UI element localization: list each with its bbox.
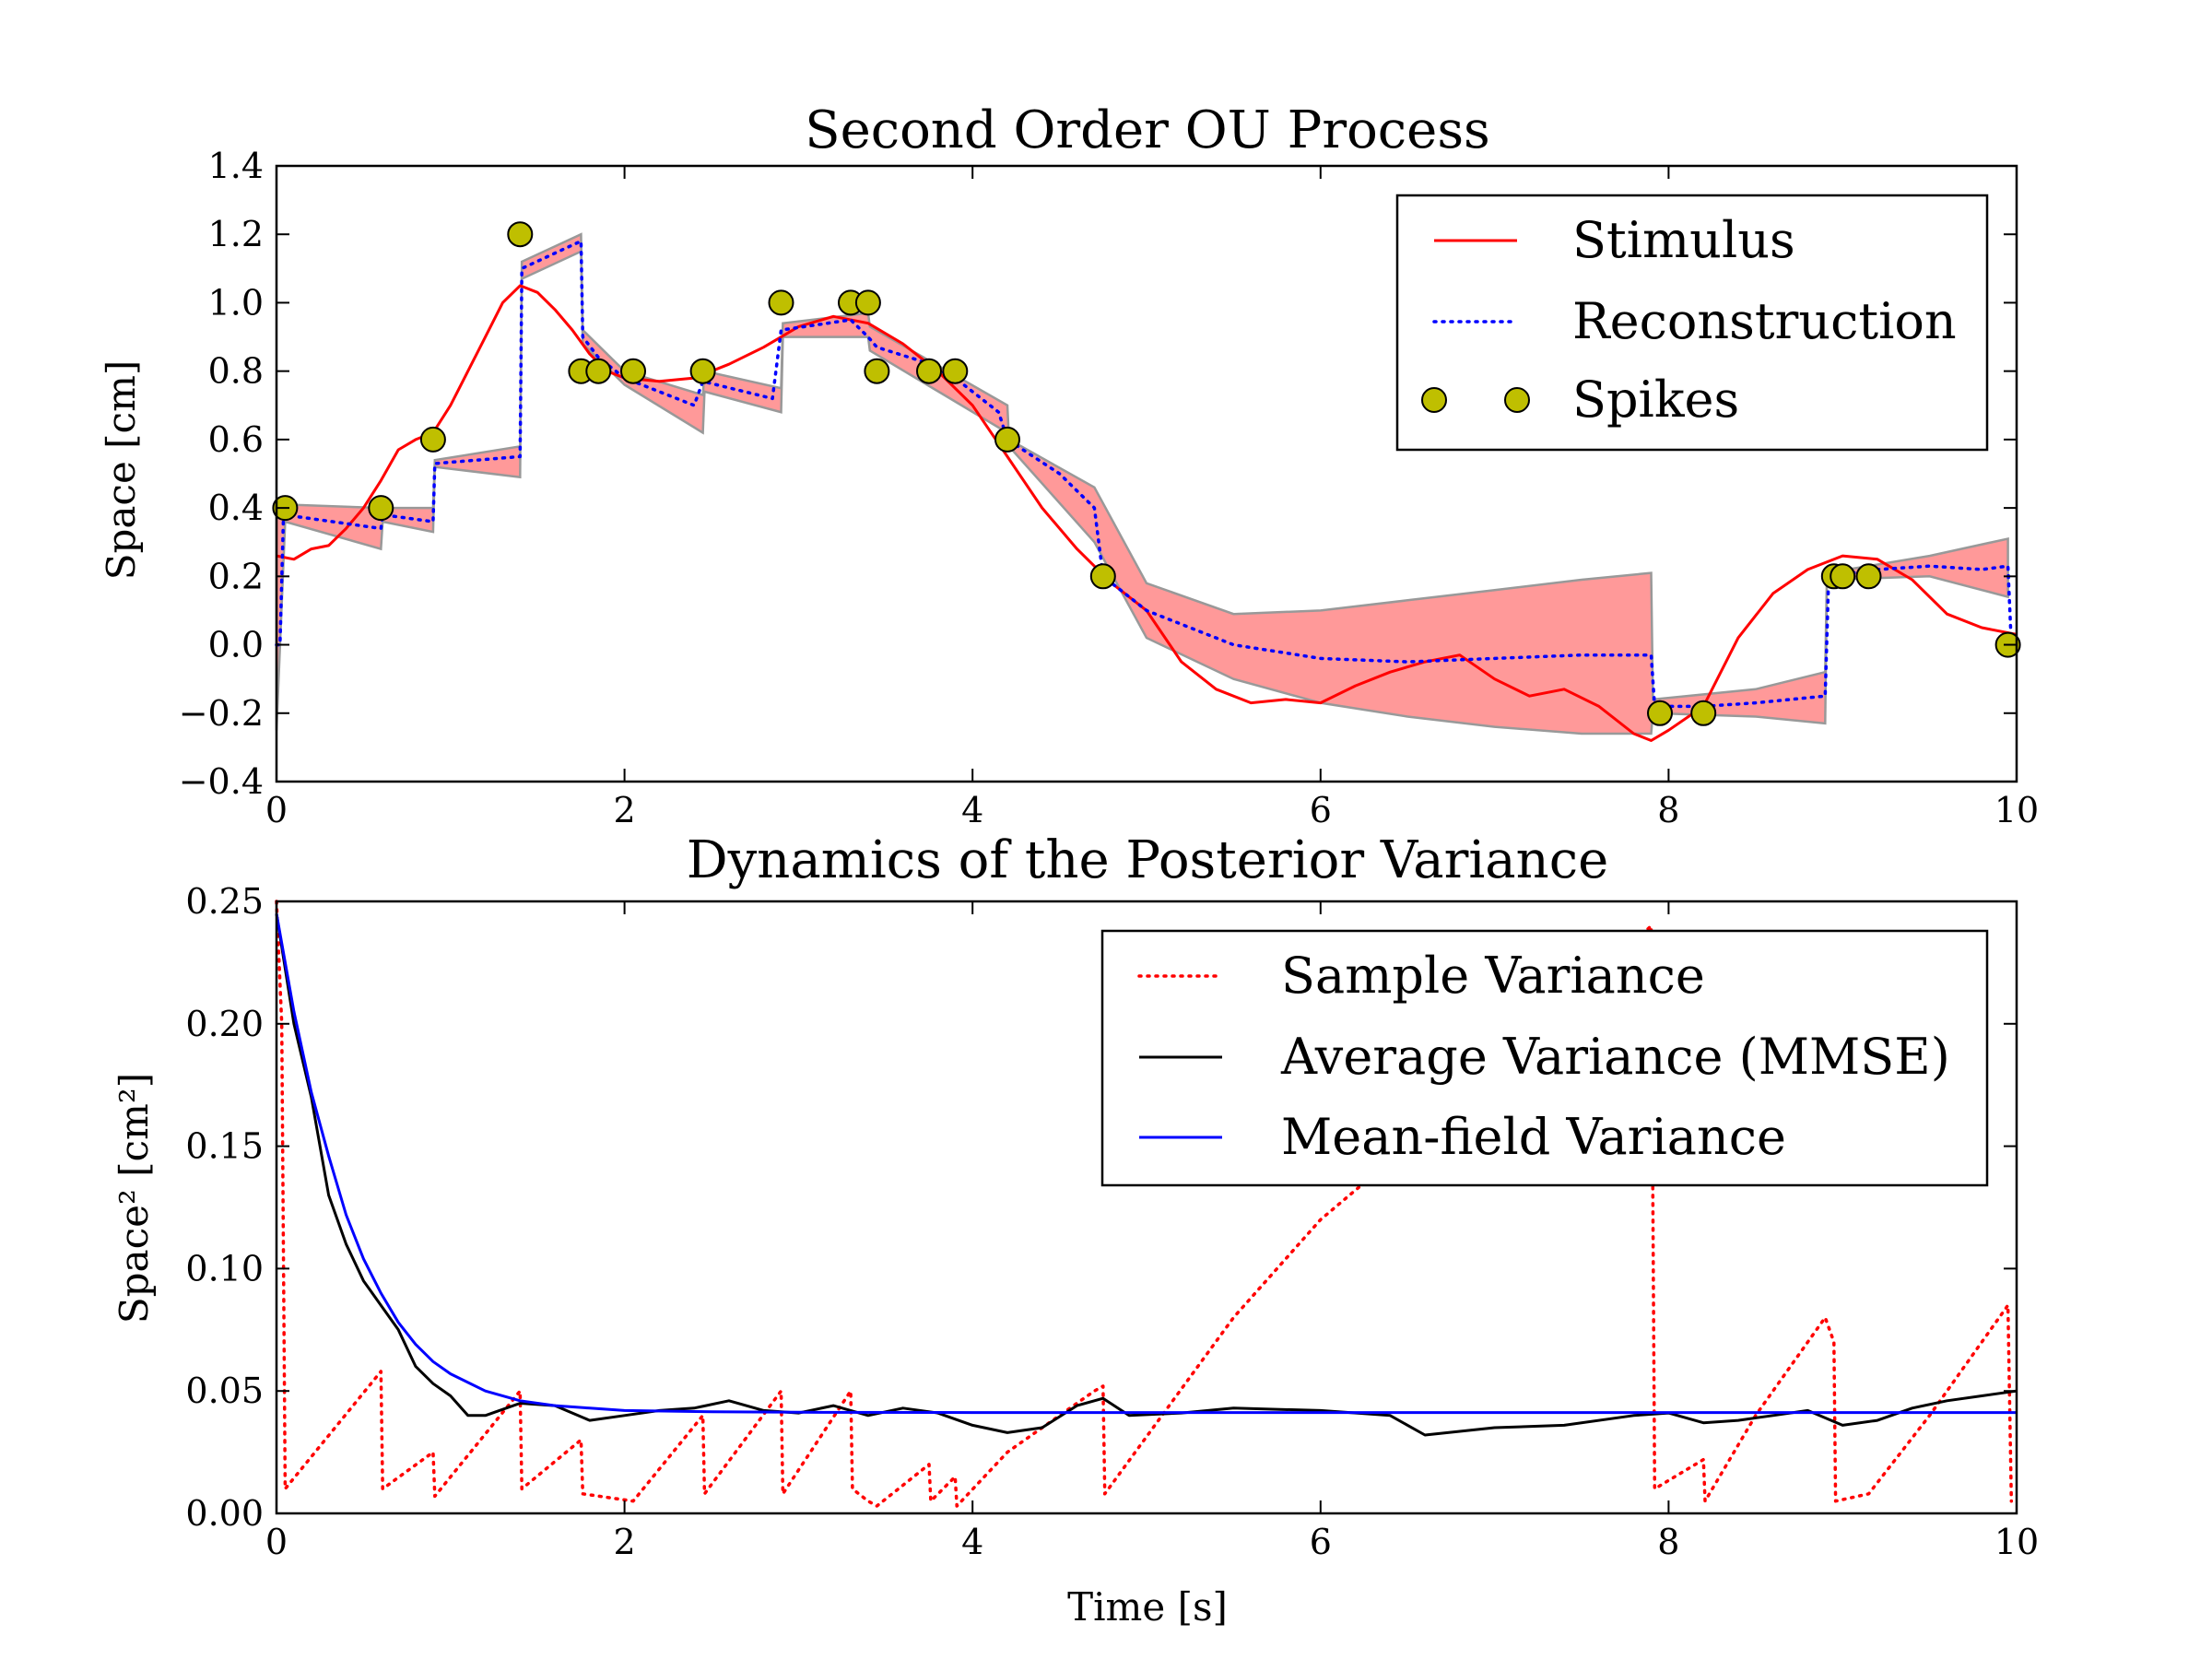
legend-sample-variance-label: Sample Variance	[1281, 947, 1705, 1005]
y-tick-label: 1.2	[208, 214, 264, 254]
spike-marker	[994, 426, 1020, 453]
y-tick-label: 0.10	[185, 1248, 264, 1288]
top-legend-box	[1395, 194, 1989, 452]
top-chart-title: Second Order OU Process	[805, 100, 1490, 160]
spike-marker	[368, 495, 394, 522]
legend-spikes-marker-2	[1504, 387, 1530, 413]
legend-spikes-marker-1	[1421, 387, 1447, 413]
x-tick-label: 8	[1657, 790, 1679, 830]
spike-marker	[1647, 700, 1673, 726]
bottom-legend: Sample Variance Average Variance (MMSE) …	[1100, 929, 1989, 1187]
spike-marker	[620, 358, 646, 384]
y-tick-label: −0.2	[179, 693, 264, 734]
y-tick-label: 0.2	[208, 556, 264, 596]
bottom-plot-area	[275, 900, 2018, 1508]
legend-reconstruction-label: Reconstruction	[1572, 292, 1957, 350]
bottom-y-axis-label: Space² [cm²]	[112, 1073, 157, 1324]
spike-marker	[585, 358, 612, 384]
top-legend: Stimulus Reconstruction Spikes	[1395, 194, 1989, 452]
bottom-plot-frame	[275, 900, 2018, 1515]
spike-marker	[1089, 563, 1116, 590]
x-tick-label: 4	[961, 1522, 983, 1562]
x-tick-label: 10	[1994, 1522, 2039, 1562]
y-tick-label: 0.8	[208, 351, 264, 392]
x-tick-label: 10	[1994, 790, 2039, 830]
top-panel: Second Order OU Process Space [cm] 0 2 4 6 8…	[99, 100, 2039, 830]
y-tick-label: 0.15	[185, 1126, 264, 1167]
x-tick-label: 2	[614, 1522, 636, 1562]
y-tick-label: 0.05	[185, 1371, 264, 1411]
top-plot-frame	[275, 164, 2018, 783]
x-tick-label: 0	[265, 1522, 288, 1562]
y-tick-label: 0.20	[185, 1004, 264, 1044]
stimulus-line	[276, 284, 2018, 742]
legend-average-variance-label: Average Variance (MMSE)	[1280, 1028, 1950, 1086]
spike-marker	[1690, 700, 1717, 726]
legend-stimulus-label: Stimulus	[1572, 211, 1795, 269]
spike-marker	[1855, 563, 1882, 590]
bottom-ticks: 0 2 4 6 8 10 0.00 0.05 0.10 0.15 0.20 0.25	[185, 881, 2039, 1562]
x-tick-label: 6	[1310, 1522, 1332, 1562]
y-tick-label: 0.4	[208, 488, 264, 528]
top-ticks: 0 2 4 6 8 10 −0.4 −0.2 0.0 0.2 0.4 0.6 0.8 1.0 1.2 1.4	[179, 146, 2039, 830]
spike-marker	[1830, 563, 1856, 590]
spike-marker	[854, 289, 881, 316]
y-tick-label: 0.0	[208, 625, 264, 665]
bottom-legend-box	[1100, 929, 1989, 1187]
legend-mean-field-variance-label: Mean-field Variance	[1281, 1108, 1786, 1166]
y-tick-label: 0.25	[185, 881, 264, 922]
y-tick-label: 0.6	[208, 419, 264, 460]
x-tick-label: 8	[1657, 1522, 1679, 1562]
bottom-panel: Dynamics of the Posterior Variance Time …	[112, 830, 2039, 1630]
spike-marker	[916, 358, 942, 384]
x-tick-label: 4	[961, 790, 983, 830]
spike-marker	[507, 221, 534, 248]
legend-spikes-label: Spikes	[1572, 371, 1739, 429]
reconstruction-line	[275, 239, 2014, 709]
spike-marker	[419, 426, 446, 453]
spike-marker	[864, 358, 890, 384]
y-tick-label: 0.00	[185, 1493, 264, 1534]
x-tick-label: 0	[265, 790, 288, 830]
bottom-x-axis-label: Time [s]	[1067, 1584, 1228, 1630]
x-tick-label: 2	[614, 790, 636, 830]
y-tick-label: −0.4	[179, 761, 264, 802]
posterior-band	[275, 232, 2009, 735]
spike-marker	[689, 358, 716, 384]
mean-field-variance-line	[275, 913, 2017, 1415]
sample-variance-line	[275, 900, 2014, 1508]
y-tick-label: 1.4	[208, 146, 264, 186]
bottom-chart-title: Dynamics of the Posterior Variance	[687, 830, 1608, 890]
spike-marker	[942, 358, 969, 384]
x-tick-label: 6	[1310, 790, 1332, 830]
top-y-axis-label: Space [cm]	[99, 360, 144, 581]
y-tick-label: 1.0	[208, 282, 264, 323]
spike-marker	[768, 289, 794, 316]
